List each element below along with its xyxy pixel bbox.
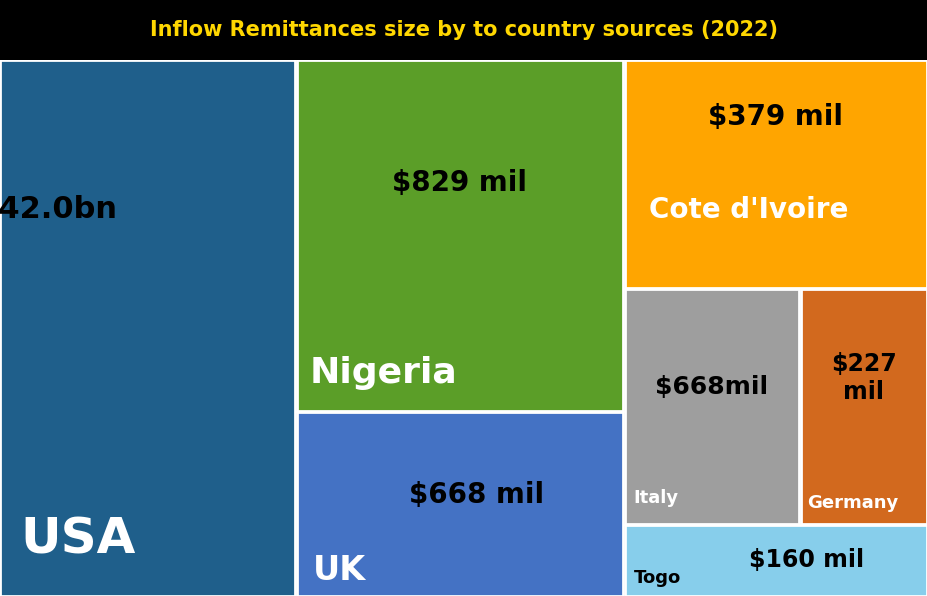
Text: $668mil: $668mil (655, 375, 768, 399)
Text: $668 mil: $668 mil (409, 481, 543, 509)
Text: $1,142.0bn: $1,142.0bn (0, 195, 118, 224)
Text: $160 mil: $160 mil (749, 548, 864, 572)
Text: Germany: Germany (807, 494, 898, 512)
Text: $829 mil: $829 mil (392, 169, 527, 197)
Bar (625, 60, 927, 288)
Text: $379 mil: $379 mil (708, 103, 844, 131)
Text: Nigeria: Nigeria (310, 356, 457, 390)
Text: $227
mil: $227 mil (832, 352, 896, 404)
Bar (801, 288, 927, 524)
Text: USA: USA (20, 516, 136, 564)
Bar (297, 60, 623, 411)
Bar (625, 288, 799, 524)
Text: UK: UK (313, 554, 366, 587)
Text: Italy: Italy (633, 489, 679, 507)
Text: Inflow Remittances size by to country sources (2022): Inflow Remittances size by to country so… (149, 20, 778, 40)
Text: Cote d'Ivoire: Cote d'Ivoire (649, 195, 848, 224)
Bar (0, 60, 295, 596)
Text: Togo: Togo (634, 569, 681, 588)
Bar (297, 412, 623, 596)
Bar (625, 524, 927, 596)
